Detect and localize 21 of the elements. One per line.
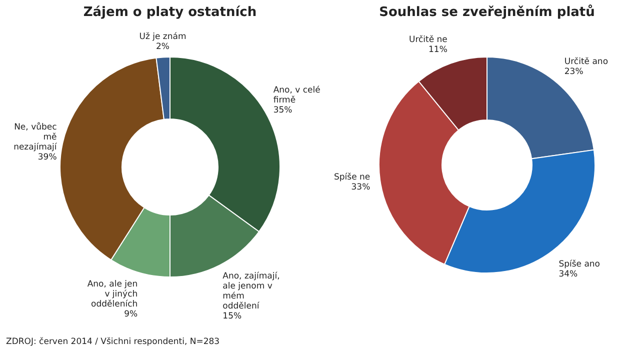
- slice-label: Určitě ano: [564, 56, 608, 67]
- slice-label: Ano, zajímají, ale jenom v mém oddělení: [222, 271, 280, 312]
- text: ZDROJ: červen 2014 / Všichni respondenti, N=283: [6, 337, 220, 347]
- slice-label: Ano, v celé firmě: [273, 85, 320, 106]
- data-label: 2%: [156, 42, 170, 52]
- data-label: 9%: [124, 309, 138, 320]
- data-label: 11%: [428, 44, 448, 55]
- data-label: 39%: [38, 152, 57, 163]
- slice-label: Ano, ale jen v jiných odděleních: [87, 279, 138, 310]
- slice-label: Spíše ano: [558, 260, 600, 270]
- data-label: 34%: [558, 270, 578, 280]
- chart-title: Zájem o platy ostatních: [83, 5, 257, 20]
- data-label: 15%: [222, 311, 242, 322]
- slice-label: Spíše ne: [334, 172, 370, 182]
- slice-label: Určitě ne: [408, 34, 448, 45]
- data-label: 35%: [273, 105, 292, 116]
- chart-title: Souhlas se zveřejněním platů: [379, 4, 595, 20]
- data-label: 23%: [564, 66, 584, 77]
- slice-label: Už je znám: [139, 32, 186, 42]
- data-label: 33%: [351, 182, 370, 192]
- slice-label: Ne, vůbec mě nezajímají: [14, 122, 58, 153]
